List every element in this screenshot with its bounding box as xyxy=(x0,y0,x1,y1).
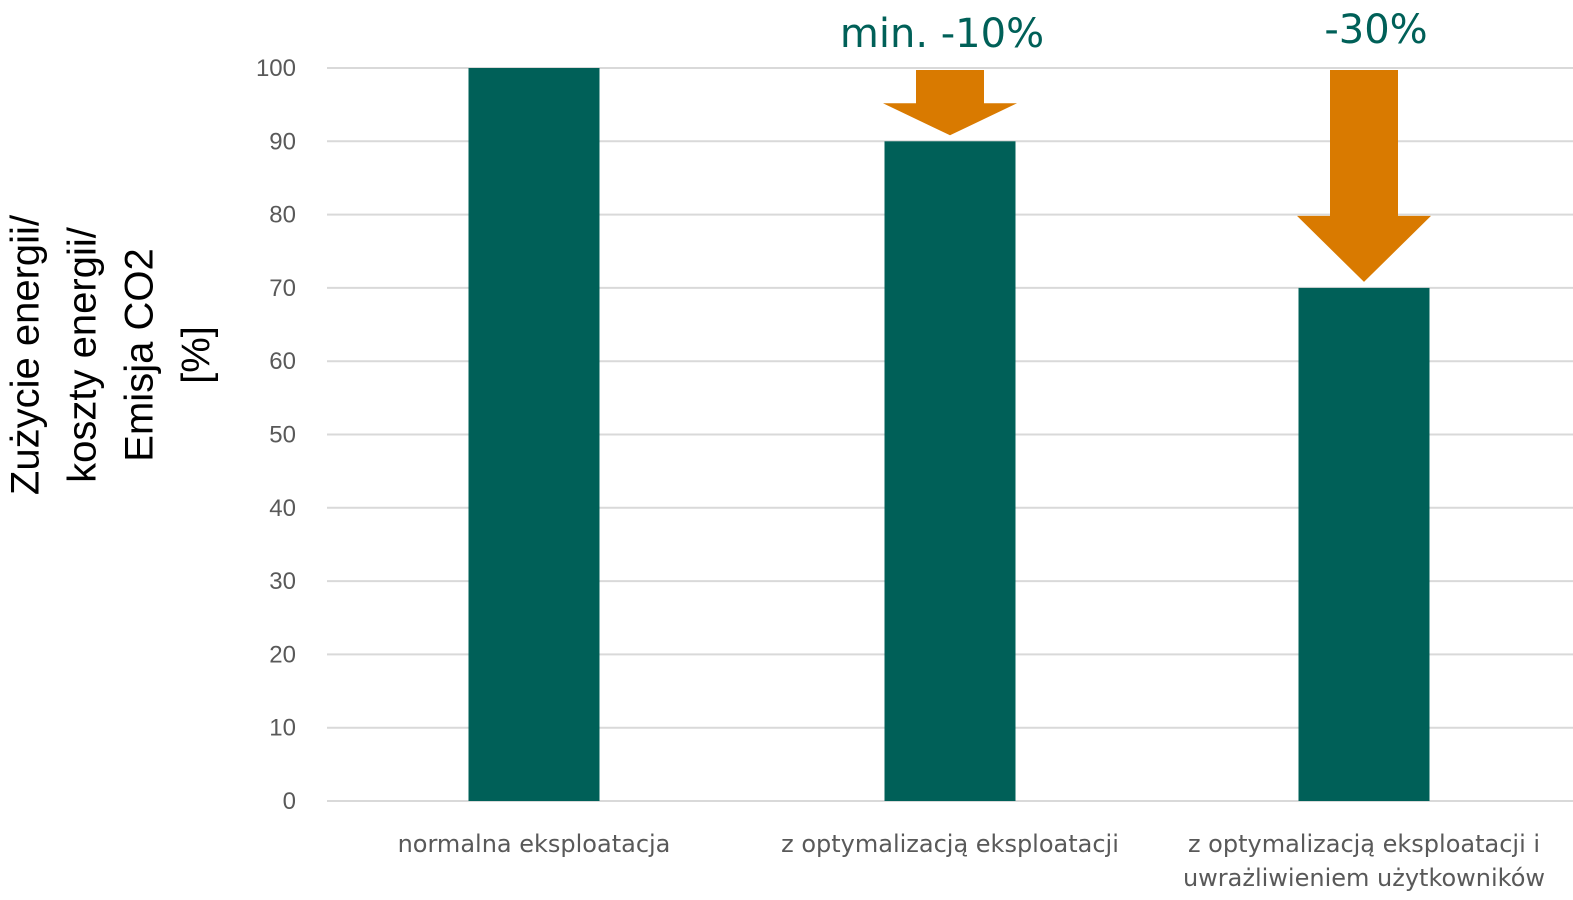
y-axis-ticks: 0 10 20 30 40 50 60 70 80 90 100 xyxy=(256,55,296,815)
bars xyxy=(468,68,1430,802)
y-tick-label: 0 xyxy=(283,788,296,815)
annotation-label: -30% xyxy=(1324,7,1427,53)
annotation-arrows: min. -10% -30% xyxy=(840,7,1431,282)
y-tick-label: 50 xyxy=(269,422,296,449)
y-axis-title: Zużycie energii/koszty energii/Emisja CO… xyxy=(4,214,219,495)
y-tick-label: 20 xyxy=(269,641,296,668)
x-tick-label: z optymalizacją eksploatacji i uwrażliwie… xyxy=(1183,830,1545,892)
y-tick-label: 60 xyxy=(269,348,296,375)
y-tick-label: 80 xyxy=(269,202,296,229)
y-tick-label: 40 xyxy=(269,495,296,522)
bar xyxy=(468,68,600,801)
annotation-label: min. -10% xyxy=(840,11,1044,57)
bar xyxy=(884,141,1016,802)
arrow-icon xyxy=(883,70,1017,136)
y-tick-label: 100 xyxy=(256,55,296,82)
x-tick-label: z optymalizacją eksploatacji xyxy=(781,830,1119,858)
bar xyxy=(1298,287,1430,801)
y-tick-label: 90 xyxy=(269,128,296,155)
x-tick-label: normalna eksploatacja xyxy=(398,830,671,858)
x-axis-labels: normalna eksploatacja z optymalizacją eks… xyxy=(398,830,1545,892)
y-tick-label: 70 xyxy=(269,275,296,302)
arrow-icon xyxy=(1297,70,1431,282)
y-tick-label: 10 xyxy=(269,715,296,742)
y-tick-label: 30 xyxy=(269,568,296,595)
y-axis-title: Zużycie energii/koszty energii/Emisja CO… xyxy=(4,214,219,495)
